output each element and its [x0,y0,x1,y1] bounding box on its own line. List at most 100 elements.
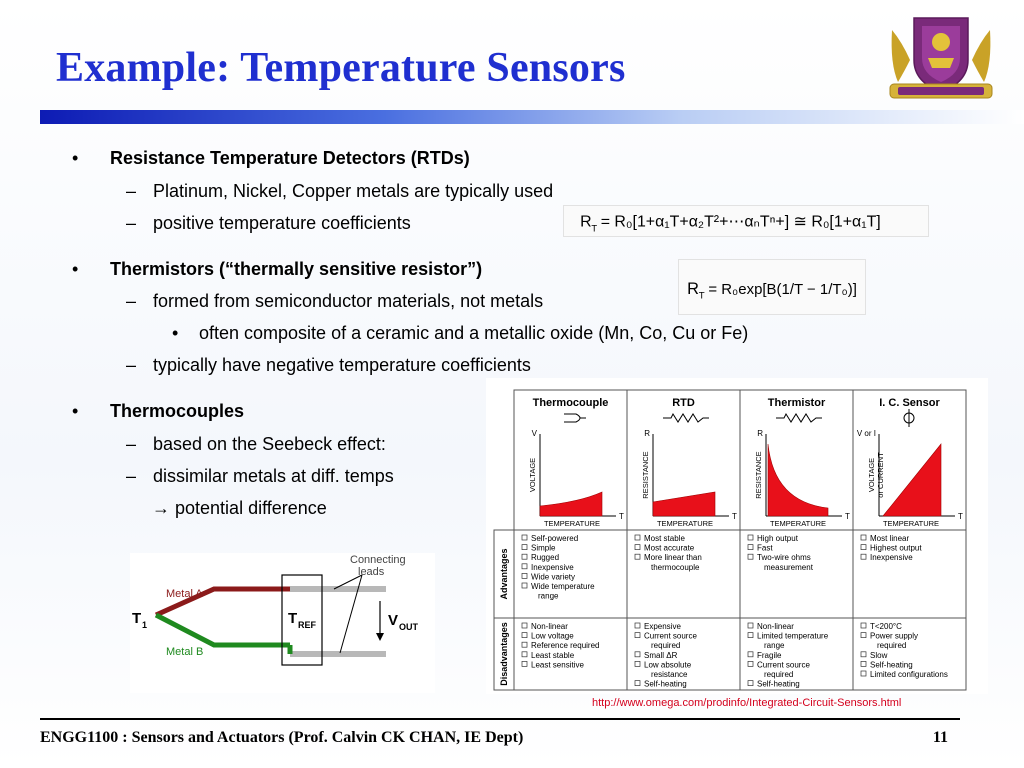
y-axis-symbol: R [757,429,763,438]
vout-subscript: OUT [399,622,419,632]
advantage-item: Most stable [644,534,685,543]
slide-title: Example: Temperature Sensors [56,45,626,91]
x-axis-label: TEMPERATURE [883,519,939,528]
formula-rhs: = R₀exp[B(1/T − 1/T₀)] [708,282,857,298]
advantage-item: Wide temperature [531,582,595,591]
subsubbullet-text: often composite of a ceramic and a metal… [199,323,749,343]
arrow-icon: → [152,498,170,518]
resistor-symbol-icon [776,412,822,423]
checkbox-icon [521,641,528,648]
formula-lhs-sub: T [699,291,705,302]
response-curve [882,443,942,517]
checkbox-icon [860,553,867,560]
bullet-marker: • [172,323,179,343]
advantage-item: Two-wire ohms [757,553,811,562]
y-axis-label: VOLTAGE [528,458,537,492]
checkbox-icon [521,534,528,541]
disadvantage-item: Current source [644,632,697,641]
checkbox-icon [521,651,528,658]
x-axis-label: TEMPERATURE [544,519,600,528]
checkbox-icon [747,553,754,560]
thermocouple-circuit-diagram: Metal A Metal B T 1 T REF V OUT Connecti… [130,553,435,693]
checkbox-icon [634,632,641,638]
y-axis-label: RESISTANCE [641,451,650,498]
disadvantage-item: Self-heating [757,680,800,689]
x-axis-label: TEMPERATURE [657,519,713,528]
formula-lhs-sub: T [591,223,597,233]
subbullet-text: Platinum, Nickel, Copper metals are typi… [153,181,554,201]
y-axis-symbol: V [532,429,538,438]
t1-subscript: 1 [142,620,147,630]
line-text: potential difference [175,498,327,518]
dash-marker: – [126,466,137,486]
disadvantage-item: Small ΔR [644,651,678,660]
thermistor-formula: R T = R₀exp[B(1/T − 1/T₀)] [678,259,866,315]
disadvantage-item: range [764,641,785,650]
x-axis-label: TEMPERATURE [770,519,826,528]
y-axis-label: VOLTAGE [867,458,876,492]
checkbox-icon [634,534,641,541]
y-axis-symbol: V or I [857,429,876,438]
checkbox-icon [634,553,641,560]
bullet-marker: • [72,401,79,421]
metal-a-wire [154,586,290,618]
x-axis-symbol: T [958,512,963,521]
advantage-item: Fast [757,544,773,553]
university-crest-logo [889,17,993,99]
checkbox-icon [634,544,641,550]
subbullet-text: dissimilar metals at diff. temps [153,466,394,486]
checkbox-icon [747,534,754,541]
disadvantage-item: Low voltage [531,632,574,641]
tref-subscript: REF [298,620,317,630]
advantage-item: Simple [531,544,556,553]
disadvantage-item: required [877,641,906,650]
line-potential-difference: → potential difference [152,498,327,519]
y-axis-symbol: R [644,429,650,438]
disadvantage-item: Least sensitive [531,660,584,669]
column-header: I. C. Sensor [879,397,940,409]
bullet-text: Resistance Temperature Detectors (RTDs) [110,148,470,168]
bullet-text: Thermistors (“thermally sensitive resist… [110,259,483,279]
disadvantage-item: Least stable [531,651,575,660]
tref-junction-box [281,574,323,666]
checkbox-icon [860,544,867,550]
checkbox-icon [521,632,528,638]
formula-lhs: R [580,214,592,231]
source-link[interactable]: http://www.omega.com/prodinfo/Integrated… [592,697,902,709]
checkbox-icon [860,622,867,629]
advantage-item: Most linear [870,534,909,543]
checkbox-icon [747,680,754,686]
subbullet-text: formed from semiconductor materials, not… [153,291,544,311]
sensor-comparison-table: Advantages Disadvantages Thermocouple V T TEM… [486,378,988,694]
advantage-item: Highest output [870,544,922,553]
checkbox-icon [634,622,641,629]
rtd-formula: R T = R₀[1+α₁T+α₂T²+⋯αₙTⁿ+] ≅ R₀[1+α₁T] [563,205,929,237]
x-axis-symbol: T [732,512,737,521]
checkbox-icon [521,573,528,579]
advantage-item: Rugged [531,553,559,562]
checkbox-icon [747,544,754,550]
disadvantage-item: Fragile [757,651,782,660]
checkbox-icon [521,622,528,629]
advantage-item: Most accurate [644,544,695,553]
response-curve [652,491,716,517]
checkbox-icon [747,651,754,658]
advantage-item: Inexpensive [531,563,574,572]
disadvantage-item: Limited temperature [757,632,829,641]
disadvantage-item: Limited configurations [870,670,948,679]
disadvantage-item: Slow [870,651,888,660]
disadvantages-row-label: Disadvantages [499,622,509,686]
bullet-text: Thermocouples [110,401,245,421]
disadvantage-item: required [651,641,680,650]
disadvantage-item: Current source [757,660,810,669]
x-axis-symbol: T [845,512,850,521]
bullet-marker: • [72,148,79,168]
footer-course-info: ENGG1100 : Sensors and Actuators (Prof. … [40,729,524,746]
checkbox-icon [634,680,641,686]
disadvantage-item: Self-heating [644,680,687,689]
checkbox-icon [521,661,528,667]
disadvantage-item: Self-heating [870,660,913,669]
bullet-marker: • [72,259,79,279]
advantage-item: Inexpensive [870,553,913,562]
t1-label: T [132,610,141,627]
